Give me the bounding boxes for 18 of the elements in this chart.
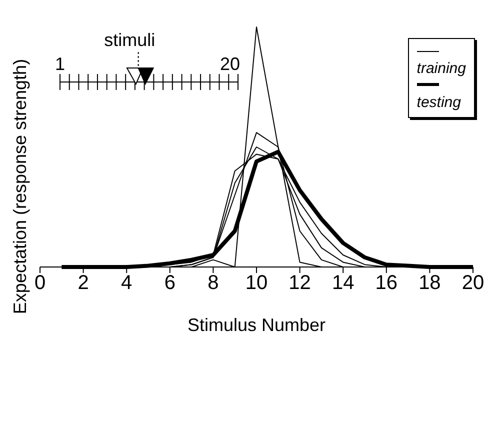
x-tick-label: 14 [332,272,354,294]
annotation: 1 [54,54,66,74]
x-axis-title: Stimulus Number [187,315,326,335]
x-tick-label: 12 [288,272,311,294]
x-tick-label: 20 [462,272,484,294]
x-tick-label: 8 [208,272,219,294]
x-tick-label: 2 [78,272,89,294]
x-tick-label: 6 [164,272,176,294]
x-tick-label: 10 [245,272,268,294]
annotation: stimuli [104,30,156,50]
x-tick-label: 0 [34,272,46,294]
x-tick-label: 16 [375,272,398,294]
x-tick-label: 4 [121,272,132,294]
annotation: 20 [220,54,240,74]
y-axis-title: Expectation (response strength) [10,58,32,314]
legend-label: testing [416,94,462,111]
x-tick-label: 18 [418,272,441,294]
legend-label: training [416,60,466,77]
